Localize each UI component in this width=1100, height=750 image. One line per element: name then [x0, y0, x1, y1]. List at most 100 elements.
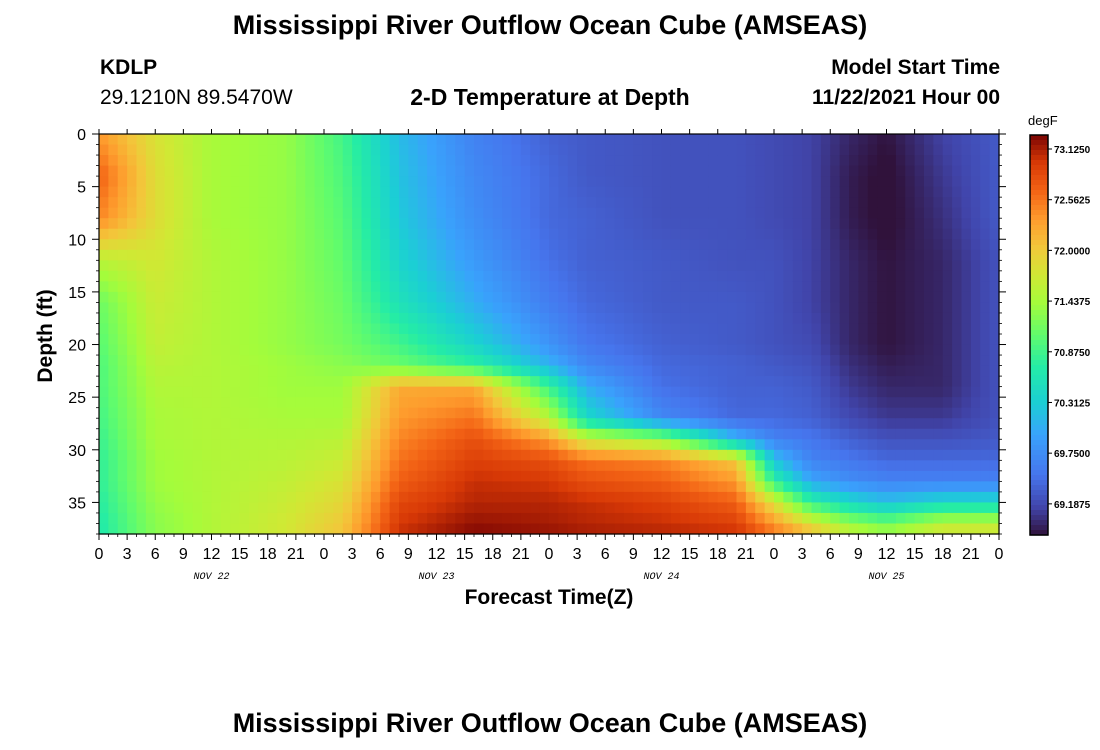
heatmap-cell: [380, 344, 391, 356]
heatmap-cell: [220, 491, 231, 504]
heatmap-cell: [905, 470, 916, 482]
heatmap-cell: [455, 197, 466, 209]
heatmap-cell: [549, 407, 559, 419]
heatmap-cell: [370, 291, 381, 304]
heatmap-cell: [520, 176, 531, 188]
heatmap-cell: [830, 134, 841, 146]
colorbar-cell: [1030, 275, 1048, 281]
heatmap-cell: [136, 386, 147, 398]
heatmap-cell: [699, 439, 709, 451]
heatmap-cell: [849, 218, 859, 230]
heatmap-cell: [502, 439, 513, 451]
heatmap-cell: [136, 207, 147, 219]
heatmap-cell: [980, 228, 991, 240]
heatmap-cell: [755, 197, 766, 209]
model-start-label: Model Start Time: [831, 56, 1000, 79]
heatmap-cell: [108, 470, 119, 482]
heatmap-cell: [370, 397, 381, 409]
heatmap-cell: [802, 334, 813, 346]
heatmap-cell: [464, 249, 475, 261]
heatmap-cell: [370, 334, 381, 346]
heatmap-cell: [239, 523, 250, 535]
heatmap-cell: [267, 312, 278, 325]
heatmap-cell: [342, 291, 353, 304]
heatmap-cell: [980, 155, 991, 167]
heatmap-cell: [220, 418, 231, 430]
heatmap-cell: [792, 512, 803, 525]
heatmap-cell: [539, 523, 550, 535]
heatmap-cell: [914, 418, 925, 430]
heatmap-cell: [905, 491, 916, 504]
heatmap-cell: [727, 323, 738, 335]
heatmap-cell: [295, 386, 306, 398]
heatmap-cell: [989, 239, 1000, 251]
heatmap-cell: [361, 418, 372, 430]
heatmap-cell: [520, 386, 531, 398]
heatmap-cell: [745, 439, 756, 451]
heatmap-cell: [567, 523, 578, 535]
heatmap-cell: [295, 481, 306, 493]
heatmap-cell: [108, 134, 119, 146]
heatmap-cell: [380, 165, 391, 177]
heatmap-cell: [445, 281, 456, 293]
heatmap-cell: [830, 144, 841, 156]
heatmap-cell: [127, 323, 138, 335]
heatmap-cell: [595, 239, 606, 251]
heatmap-cell: [108, 239, 119, 251]
heatmap-cell: [661, 428, 672, 440]
heatmap-cell: [802, 218, 813, 230]
heatmap-cell: [417, 176, 428, 188]
heatmap-cell: [474, 470, 484, 482]
heatmap-cell: [905, 397, 916, 409]
heatmap-cell: [989, 207, 1000, 219]
heatmap-cell: [708, 165, 719, 177]
heatmap-cell: [389, 134, 400, 146]
heatmap-cell: [933, 270, 944, 282]
heatmap-cell: [305, 428, 316, 440]
heatmap-cell: [595, 397, 606, 409]
heatmap-cell: [895, 228, 906, 240]
heatmap-cell: [877, 407, 888, 419]
heatmap-cell: [417, 186, 428, 198]
heatmap-cell: [267, 376, 278, 388]
heatmap-cell: [192, 428, 203, 440]
heatmap-cell: [370, 186, 381, 198]
heatmap-cell: [520, 249, 531, 261]
heatmap-cell: [483, 365, 494, 377]
heatmap-cell: [699, 291, 709, 304]
heatmap-cell: [108, 197, 119, 209]
heatmap-cell: [755, 365, 766, 377]
colorbar-cell: [1030, 285, 1048, 291]
heatmap-cell: [174, 334, 184, 346]
heatmap-cell: [549, 249, 559, 261]
heatmap-cell: [249, 186, 259, 198]
heatmap-cell: [867, 186, 878, 198]
heatmap-cell: [595, 481, 606, 493]
heatmap-cell: [877, 260, 888, 272]
heatmap-cell: [455, 134, 466, 146]
heatmap-cell: [492, 491, 503, 504]
heatmap-cell: [830, 523, 841, 535]
heatmap-cell: [774, 270, 784, 282]
heatmap-cell: [333, 207, 344, 219]
heatmap-cell: [502, 470, 513, 482]
heatmap-cell: [136, 397, 147, 409]
heatmap-cell: [117, 197, 128, 209]
heatmap-cell: [295, 418, 306, 430]
heatmap-cell: [117, 165, 128, 177]
heatmap-cell: [164, 407, 175, 419]
heatmap-cell: [670, 249, 681, 261]
heatmap-cell: [774, 355, 784, 367]
heatmap-cell: [970, 228, 981, 240]
heatmap-cell: [942, 428, 953, 440]
heatmap-cell: [145, 470, 156, 482]
heatmap-cell: [914, 512, 925, 525]
heatmap-cell: [474, 144, 484, 156]
heatmap-cell: [520, 165, 531, 177]
heatmap-cell: [183, 323, 194, 335]
heatmap-cell: [520, 312, 531, 325]
heatmap-cell: [286, 270, 297, 282]
heatmap-cell: [942, 334, 953, 346]
heatmap-cell: [624, 260, 634, 272]
heatmap-cell: [436, 460, 447, 472]
